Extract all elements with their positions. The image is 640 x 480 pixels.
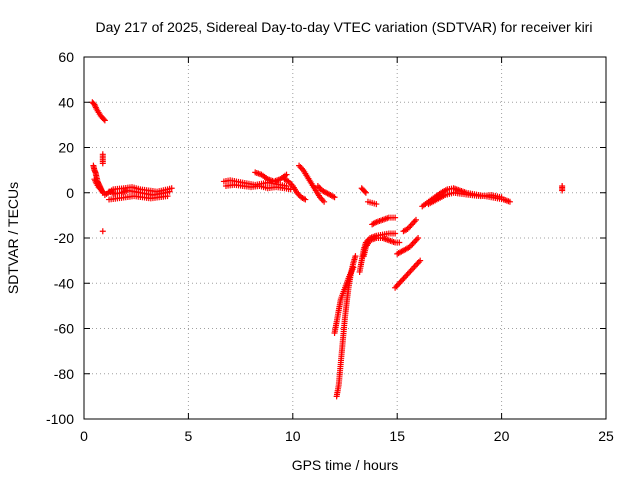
data-point — [373, 201, 380, 208]
data-point — [361, 188, 368, 195]
y-tick-label: 60 — [58, 49, 74, 65]
y-tick-label: -60 — [54, 321, 74, 337]
x-tick-label: 0 — [80, 428, 88, 444]
data-point — [300, 195, 307, 202]
y-tick-label: -20 — [54, 230, 74, 246]
data-point — [392, 230, 399, 237]
y-tick-label: -40 — [54, 275, 74, 291]
x-tick-label: 15 — [389, 428, 405, 444]
data-point — [331, 194, 338, 201]
chart-title: Day 217 of 2025, Sidereal Day-to-day VTE… — [96, 19, 593, 35]
x-tick-label: 5 — [185, 428, 193, 444]
x-tick-label: 20 — [494, 428, 510, 444]
axis-ticks: 0 5 10 15 20 25 -100 -80 -60 -40 -20 0 20 40 60 — [46, 49, 614, 444]
data-point — [417, 257, 424, 264]
y-tick-label: -100 — [46, 411, 74, 427]
y-tick-label: 0 — [66, 185, 74, 201]
y-tick-label: 40 — [58, 94, 74, 110]
x-tick-label: 25 — [598, 428, 614, 444]
data-point — [506, 198, 513, 205]
data-point — [99, 160, 106, 167]
data-point — [99, 228, 106, 235]
data-point — [321, 198, 328, 205]
data-point — [362, 189, 369, 196]
data-points — [89, 99, 566, 400]
y-axis-label: SDTVAR / TECUs — [5, 182, 21, 294]
y-tick-label: 20 — [58, 140, 74, 156]
data-point — [412, 216, 419, 223]
x-tick-label: 10 — [285, 428, 301, 444]
data-point — [392, 214, 399, 221]
data-point — [101, 117, 108, 124]
data-point — [100, 116, 107, 123]
data-point — [415, 235, 422, 241]
data-point — [330, 193, 337, 200]
data-point — [350, 264, 357, 271]
data-point — [559, 187, 566, 194]
data-point — [352, 253, 359, 260]
y-tick-label: -80 — [54, 366, 74, 382]
x-axis-label: GPS time / hours — [292, 457, 399, 473]
data-point — [396, 239, 403, 246]
data-point — [302, 196, 309, 203]
data-point — [498, 194, 505, 201]
grid-lines — [84, 57, 606, 419]
data-point — [283, 171, 290, 178]
data-point — [168, 185, 175, 192]
data-point — [164, 193, 171, 200]
data-point — [371, 219, 378, 226]
